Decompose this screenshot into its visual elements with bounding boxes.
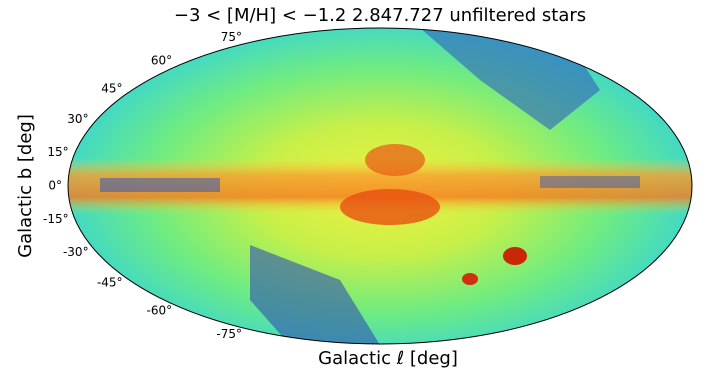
y-tick-label: 15° <box>47 145 68 159</box>
y-tick-label: 75° <box>221 30 242 44</box>
y-tick-label: -15° <box>43 212 69 226</box>
x-axis-label: Galactic ℓ [deg] <box>318 348 458 369</box>
map-frame <box>67 27 693 345</box>
y-tick-label: 30° <box>67 112 88 126</box>
y-tick-label: 0° <box>48 179 62 193</box>
y-tick-label: -45° <box>97 276 123 290</box>
y-tick-label: -75° <box>216 327 242 341</box>
y-tick-label: -30° <box>63 245 89 259</box>
y-axis-label: Galactic b [deg] <box>15 114 36 258</box>
y-tick-label: 60° <box>151 53 172 67</box>
chart-title: −3 < [M/H] < −1.2 2.847.727 unfiltered s… <box>174 5 586 26</box>
y-tick-label: 45° <box>101 81 122 95</box>
y-tick-label: -60° <box>146 304 172 318</box>
